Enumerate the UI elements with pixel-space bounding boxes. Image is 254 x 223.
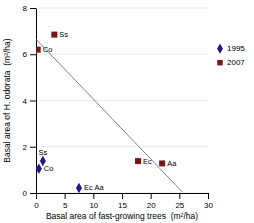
point-label: Ec Aa [84,183,104,192]
y-tick-mark [30,193,36,194]
y-axis-line [36,9,37,194]
x-tick-label: 20 [147,201,156,210]
grid-line [36,100,208,101]
y-tick-label: 6 [23,50,28,59]
x-tick-label: 15 [118,201,127,210]
legend-item: 1995 [217,44,245,54]
y-tick-mark [30,101,36,102]
legend-item: 2007 [217,58,245,67]
x-tick-mark [179,193,180,199]
x-tick: 30 [204,193,213,210]
x-tick-mark [36,193,37,199]
y-tick: 2 [23,143,36,152]
y-tick-mark [30,147,36,148]
point [51,32,57,38]
y-tick-label: 0 [23,189,28,198]
chart: 0 5 10 15 20 25 30 0 2 4 6 8 Co Ss Ec Aa Co Ss Ec Aa Basal … [0,0,254,223]
x-tick: 10 [89,193,98,210]
legend: 1995 2007 [217,44,245,68]
y-tick-label: 8 [23,4,28,13]
marks [36,32,182,193]
point-label: Ss [59,30,68,39]
x-tick-mark [65,193,66,199]
grid-line [36,146,208,147]
plot: 0 5 10 15 20 25 30 0 2 4 6 8 Co Ss Ec Aa Co Ss Ec Aa [23,4,214,210]
y-tick: 6 [23,50,36,59]
x-axis-title: Basal area of fast-growing trees (m²/ha) [46,211,198,221]
y-axis-title: Basal area of H. odorata (m²/ha) [2,38,12,162]
point [135,158,141,164]
legend-symbol [217,60,222,65]
legend-label: 1995 [227,44,245,53]
legend-label: 2007 [227,58,245,67]
x-tick-mark [93,193,94,199]
point [36,47,41,53]
point [36,163,42,174]
x-tick: 0 [34,193,39,210]
y-tick-label: 2 [23,143,28,152]
y-tick-label: 4 [23,97,28,106]
trend-line [36,39,182,192]
x-tick-label: 30 [204,201,213,210]
grid [36,8,208,193]
y-tick: 0 [23,189,36,198]
point-label: Aa [167,159,177,168]
x-tick: 20 [147,193,156,210]
x-tick-label: 10 [89,201,98,210]
point-label: Co [44,164,54,173]
point-label: Ec [143,157,152,166]
grid-line [36,54,208,55]
point [159,160,165,166]
legend-symbol [217,44,223,54]
x-axis: 0 5 10 15 20 25 30 [34,193,213,210]
x-tick-label: 5 [63,201,68,210]
x-tick: 5 [63,193,68,210]
x-tick-mark [122,193,123,199]
x-tick: 15 [118,193,127,210]
y-axis: 0 2 4 6 8 [23,4,37,198]
point-label: Co [43,45,53,54]
y-tick-mark [30,54,36,55]
x-tick-label: 0 [34,201,39,210]
y-tick: 8 [23,4,36,13]
point-label: Ss [38,148,47,157]
point-labels: Co Ss Ec Aa Co Ss Ec Aa [38,30,177,192]
y-tick-mark [30,8,36,9]
x-tick-mark [208,193,209,199]
x-tick: 25 [175,193,184,210]
grid-line [36,8,208,9]
y-tick: 4 [23,97,36,106]
x-tick-label: 25 [175,201,184,210]
x-tick-mark [151,193,152,199]
point [76,183,82,193]
